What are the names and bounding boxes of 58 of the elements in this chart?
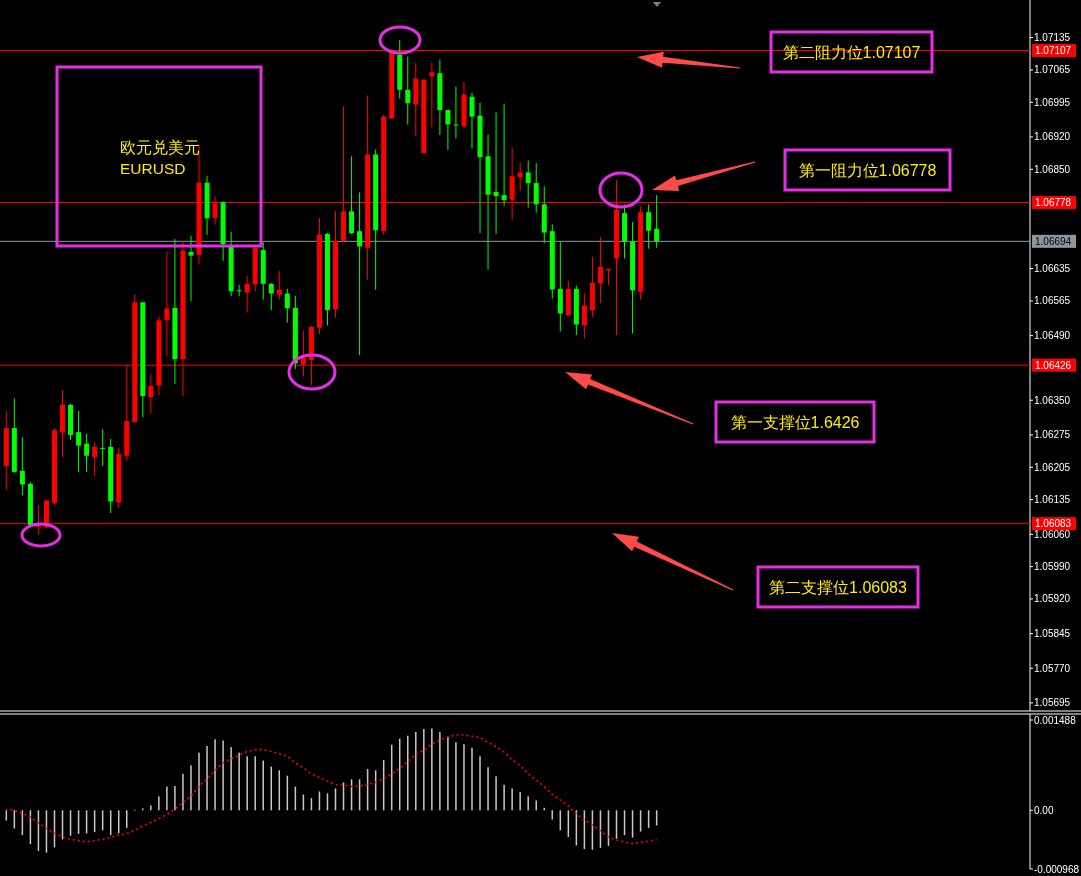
candlestick: [501, 103, 507, 207]
candlestick: [445, 109, 451, 151]
y-tick-label: 1.05695: [1034, 697, 1071, 709]
candlestick: [493, 111, 499, 235]
line-series: [5, 734, 658, 845]
candlestick: [188, 235, 194, 302]
candlestick: [92, 441, 98, 477]
candlestick: [453, 86, 459, 139]
ref-line-label: 1.06083: [1035, 518, 1072, 530]
ref-line-label: 1.06778: [1035, 197, 1072, 209]
candlestick: [654, 194, 660, 249]
candlestick: [357, 191, 363, 356]
candlestick: [597, 236, 603, 304]
y-tick-label: 0.00: [1034, 804, 1054, 816]
candlestick: [517, 161, 523, 192]
candlestick: [429, 62, 435, 128]
candlestick: [164, 251, 170, 357]
y-tick-label: 1.05920: [1034, 593, 1071, 605]
ref-line-label: 1.06426: [1035, 359, 1072, 371]
y-tick-label: 1.06635: [1034, 263, 1071, 275]
y-tick-label: 1.06350: [1034, 394, 1071, 406]
candlestick: [405, 56, 411, 125]
candlestick: [19, 436, 25, 496]
y-tick-label: 1.05990: [1034, 561, 1071, 573]
candlestick: [284, 288, 290, 324]
text: 欧元兑美元 EURUSD: [120, 139, 200, 177]
y-tick-label: 1.06205: [1034, 461, 1071, 473]
ref-line-label: 1.06694: [1035, 235, 1072, 247]
candlestick: [76, 410, 82, 473]
y-tick-label: 1.05770: [1034, 662, 1071, 674]
annotation: 第二支撑位1.06083: [769, 578, 908, 596]
ref-line-label: 1.07107: [1035, 45, 1072, 57]
candlestick: [646, 203, 652, 250]
y-tick-label: 1.06060: [1034, 528, 1071, 540]
candlestick: [268, 282, 274, 311]
candlestick: [525, 159, 531, 209]
y-tick-label: 1.06565: [1034, 295, 1071, 307]
candlestick: [469, 92, 475, 149]
candlestick: [84, 433, 90, 473]
candlestick: [244, 275, 250, 313]
y-tick-label: 1.06135: [1034, 494, 1071, 506]
y-tick-label: 1.06920: [1034, 131, 1071, 143]
y-tick-label: 1.06850: [1034, 163, 1071, 175]
candlestick: [349, 155, 355, 235]
annotation: 第一阻力位1.06778: [798, 161, 937, 179]
candlestick: [533, 162, 539, 214]
candlestick: [148, 373, 154, 414]
y-tick-label: -0.000968: [1034, 863, 1080, 875]
y-tick-label: 0.001488: [1034, 714, 1077, 726]
y-tick-label: 1.07065: [1034, 64, 1071, 76]
y-tick-label: 1.06490: [1034, 330, 1071, 342]
y-tick-label: 1.06275: [1034, 429, 1071, 441]
y-tick-label: 1.07135: [1034, 32, 1071, 44]
candlestick: [100, 428, 106, 467]
candlestick: [581, 293, 587, 339]
annotation: 第一支撑位1.6426: [730, 413, 860, 431]
y-tick-label: 1.05845: [1034, 628, 1071, 640]
y-tick-label: 1.06995: [1034, 96, 1071, 108]
